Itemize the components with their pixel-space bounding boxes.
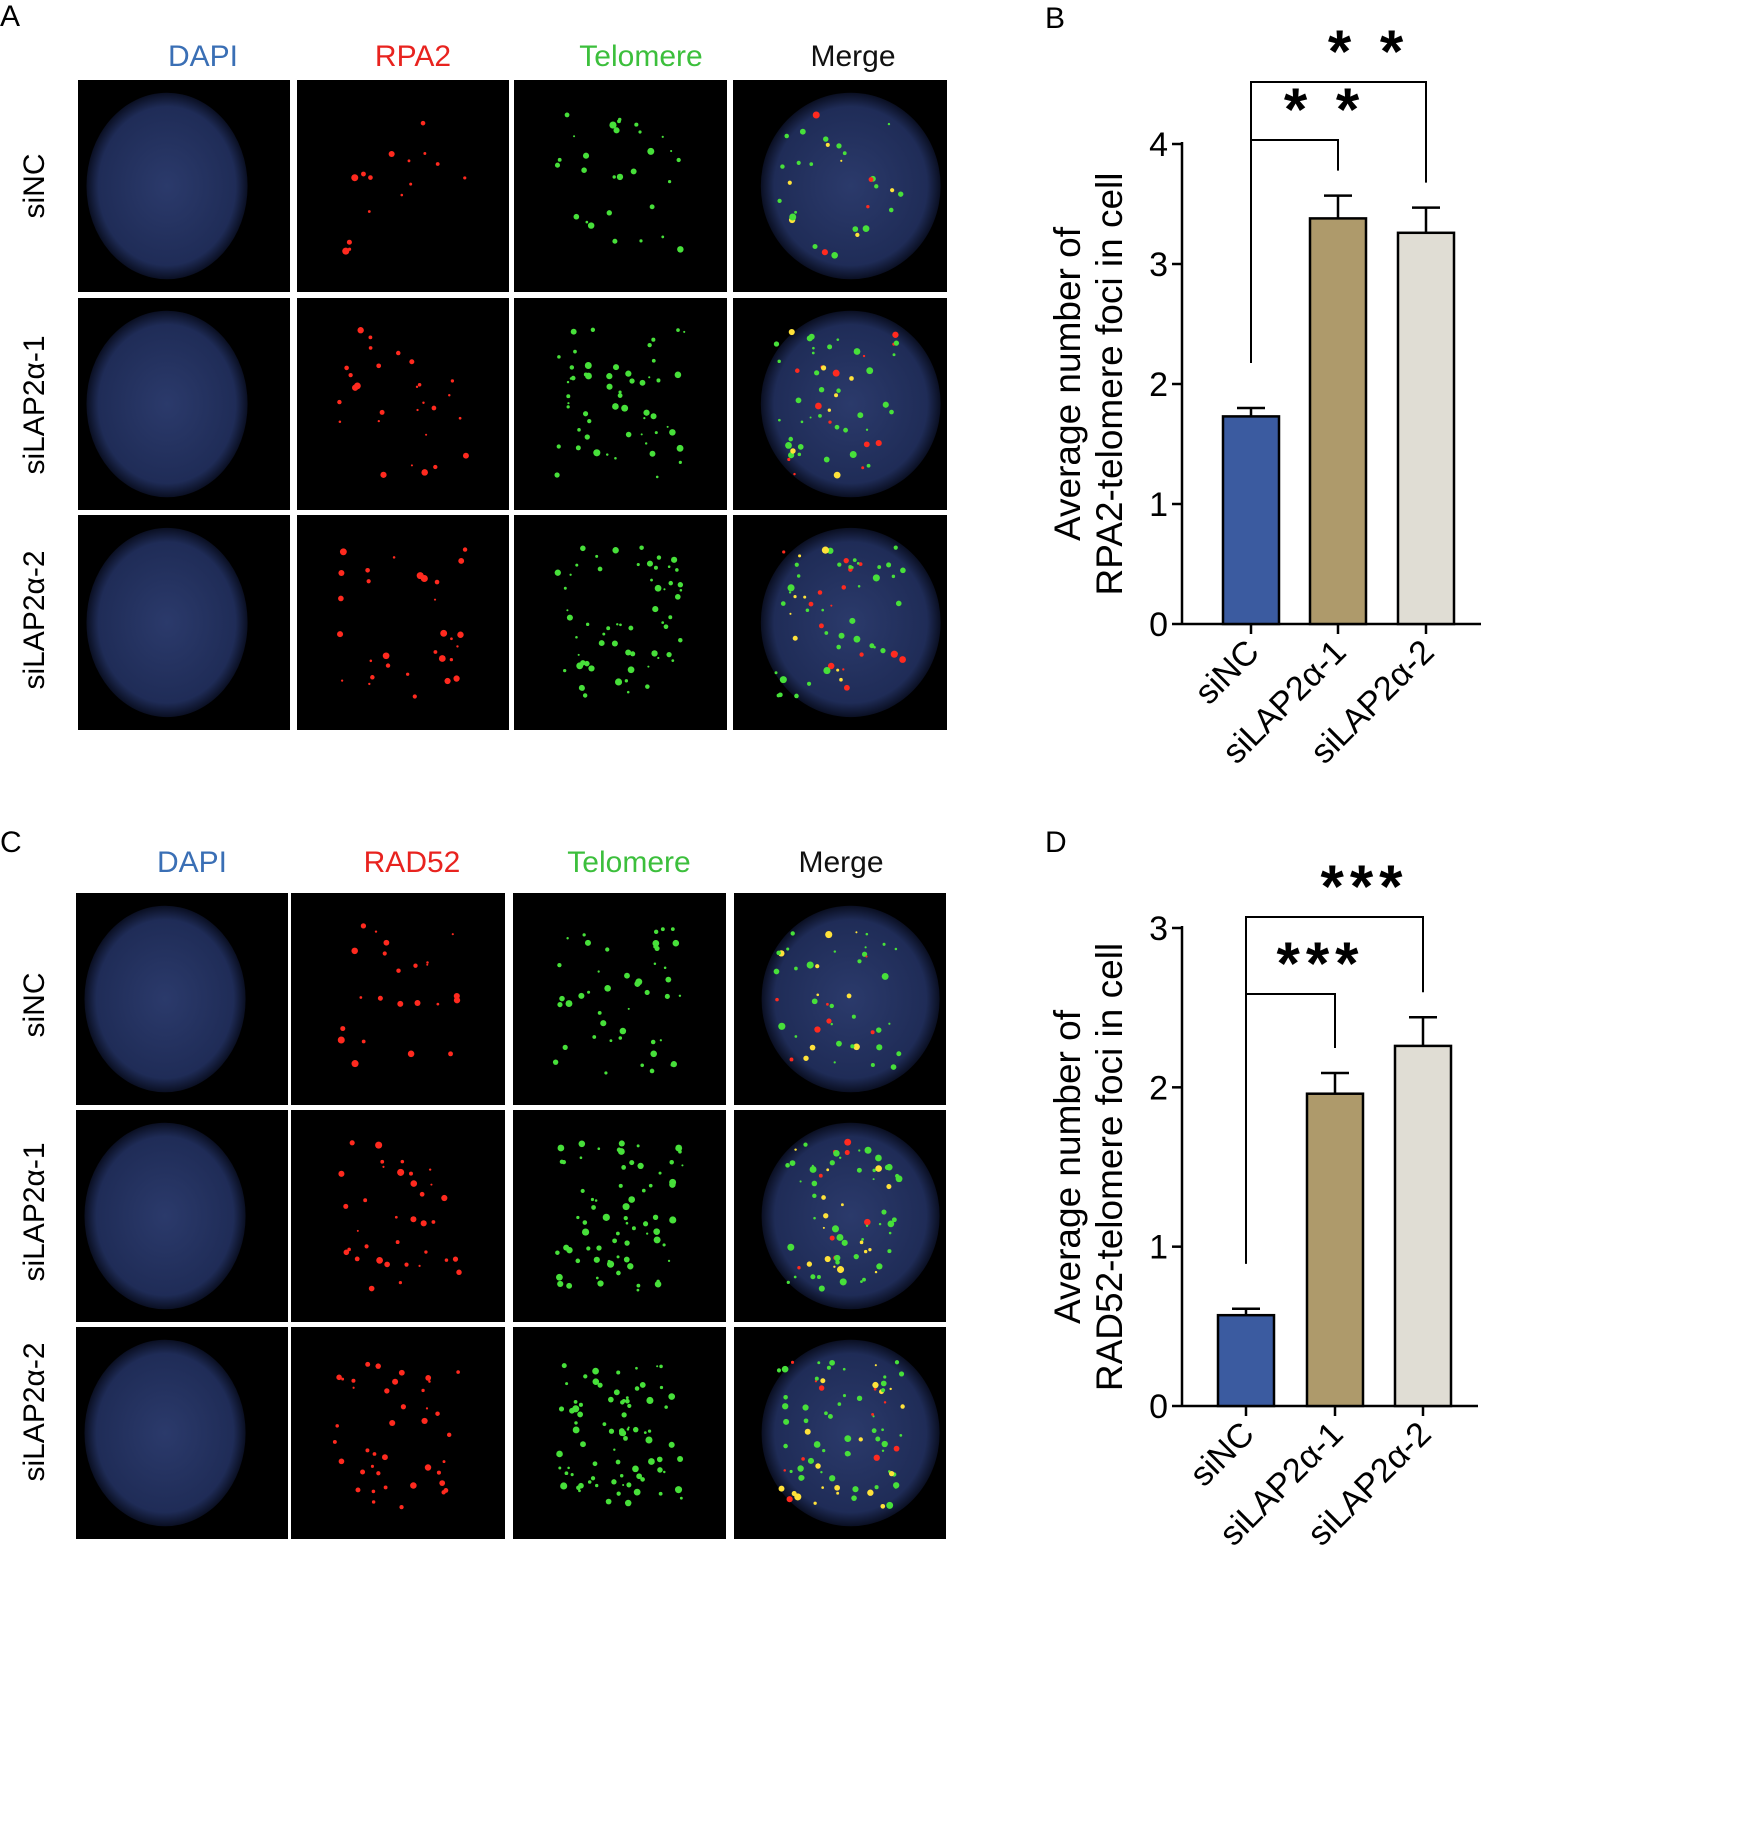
bar-2: [1393, 1044, 1453, 1408]
row-label-silap2a-1: siLAP2α-1: [18, 335, 51, 475]
micrograph-red-image: [297, 515, 509, 730]
micrograph-red-image: [297, 298, 509, 510]
micrograph-dapi-image: [76, 893, 288, 1105]
y-tick-label: 0: [1149, 606, 1168, 644]
x-tick-label: siNC: [1188, 633, 1267, 712]
column-header-dapi: DAPI: [156, 846, 228, 879]
micrograph-green-image: [513, 1110, 726, 1322]
y-tick-label: 3: [1149, 246, 1168, 284]
y-tick-label: 2: [1149, 1069, 1168, 1107]
micrograph-dapi-image: [78, 515, 290, 730]
row-label-silap2a-2: siLAP2α-2: [18, 1342, 51, 1482]
y-axis-title-line2: RPA2-telomere foci in cell: [1089, 173, 1130, 596]
bar-1: [1305, 1092, 1365, 1408]
row-label-silap2a-2: siLAP2α-2: [18, 550, 51, 690]
column-header-merge: Merge: [810, 40, 896, 73]
significance-label: * *: [1328, 20, 1409, 85]
significance-bracket: [1250, 81, 1427, 363]
y-tick-label: 2: [1149, 366, 1168, 404]
micrograph-red-image: [297, 80, 509, 292]
micrograph-merge-image: [734, 893, 946, 1105]
panel-label-c: C: [0, 826, 22, 859]
y-axis-title-line1: Average number of: [1047, 1009, 1088, 1324]
panel-label-a: A: [0, 0, 21, 33]
y-tick-label: 3: [1149, 910, 1168, 948]
micrograph-merge-image: [733, 80, 947, 292]
micrograph-green-image: [514, 80, 727, 292]
column-header-rad52: RAD52: [363, 846, 461, 879]
y-tick-label: 1: [1149, 1229, 1168, 1267]
micrograph-dapi-image: [76, 1110, 288, 1322]
micrograph-green-image: [513, 1327, 726, 1539]
panel-label-d: D: [1045, 826, 1067, 859]
significance-label: ***: [1276, 930, 1364, 997]
micrograph-dapi-image: [76, 1327, 288, 1539]
micrograph-dapi-image: [78, 298, 290, 510]
bar-1: [1308, 217, 1368, 626]
panel-label-b: B: [1045, 2, 1066, 35]
micrograph-merge-image: [733, 298, 947, 510]
significance-bracket: [1245, 916, 1424, 1264]
row-label-silap2a-1: siLAP2α-1: [18, 1142, 51, 1282]
micrograph-red-image: [291, 1327, 505, 1539]
column-header-telomere: Telomere: [567, 846, 691, 879]
micrograph-red-image: [291, 893, 505, 1105]
column-header-dapi: DAPI: [167, 40, 239, 73]
column-header-merge: Merge: [798, 846, 884, 879]
bar-2: [1396, 231, 1456, 626]
column-header-rpa2: RPA2: [374, 40, 452, 73]
bar-0: [1216, 1313, 1276, 1408]
micrograph-merge-image: [733, 515, 947, 730]
micrograph-merge-image: [734, 1327, 946, 1539]
y-tick-label: 1: [1149, 486, 1168, 524]
micrograph-merge-image: [734, 1110, 946, 1322]
y-tick-label: 4: [1149, 126, 1168, 164]
row-label-sinc: siNC: [18, 972, 51, 1038]
micrograph-green-image: [514, 298, 727, 510]
x-tick-label: siNC: [1183, 1415, 1262, 1494]
bar-0: [1221, 415, 1281, 626]
micrograph-green-image: [513, 893, 726, 1105]
column-header-telomere: Telomere: [579, 40, 703, 73]
significance-label: * *: [1284, 76, 1365, 143]
y-axis-title-line1: Average number of: [1047, 226, 1088, 541]
y-tick-label: 0: [1149, 1388, 1168, 1426]
y-axis-title-line2: RAD52-telomere foci in cell: [1089, 943, 1130, 1391]
significance-label: ***: [1320, 853, 1408, 920]
row-label-sinc: siNC: [18, 153, 51, 219]
micrograph-red-image: [291, 1110, 505, 1322]
micrograph-dapi-image: [78, 80, 290, 292]
micrograph-green-image: [514, 515, 727, 730]
